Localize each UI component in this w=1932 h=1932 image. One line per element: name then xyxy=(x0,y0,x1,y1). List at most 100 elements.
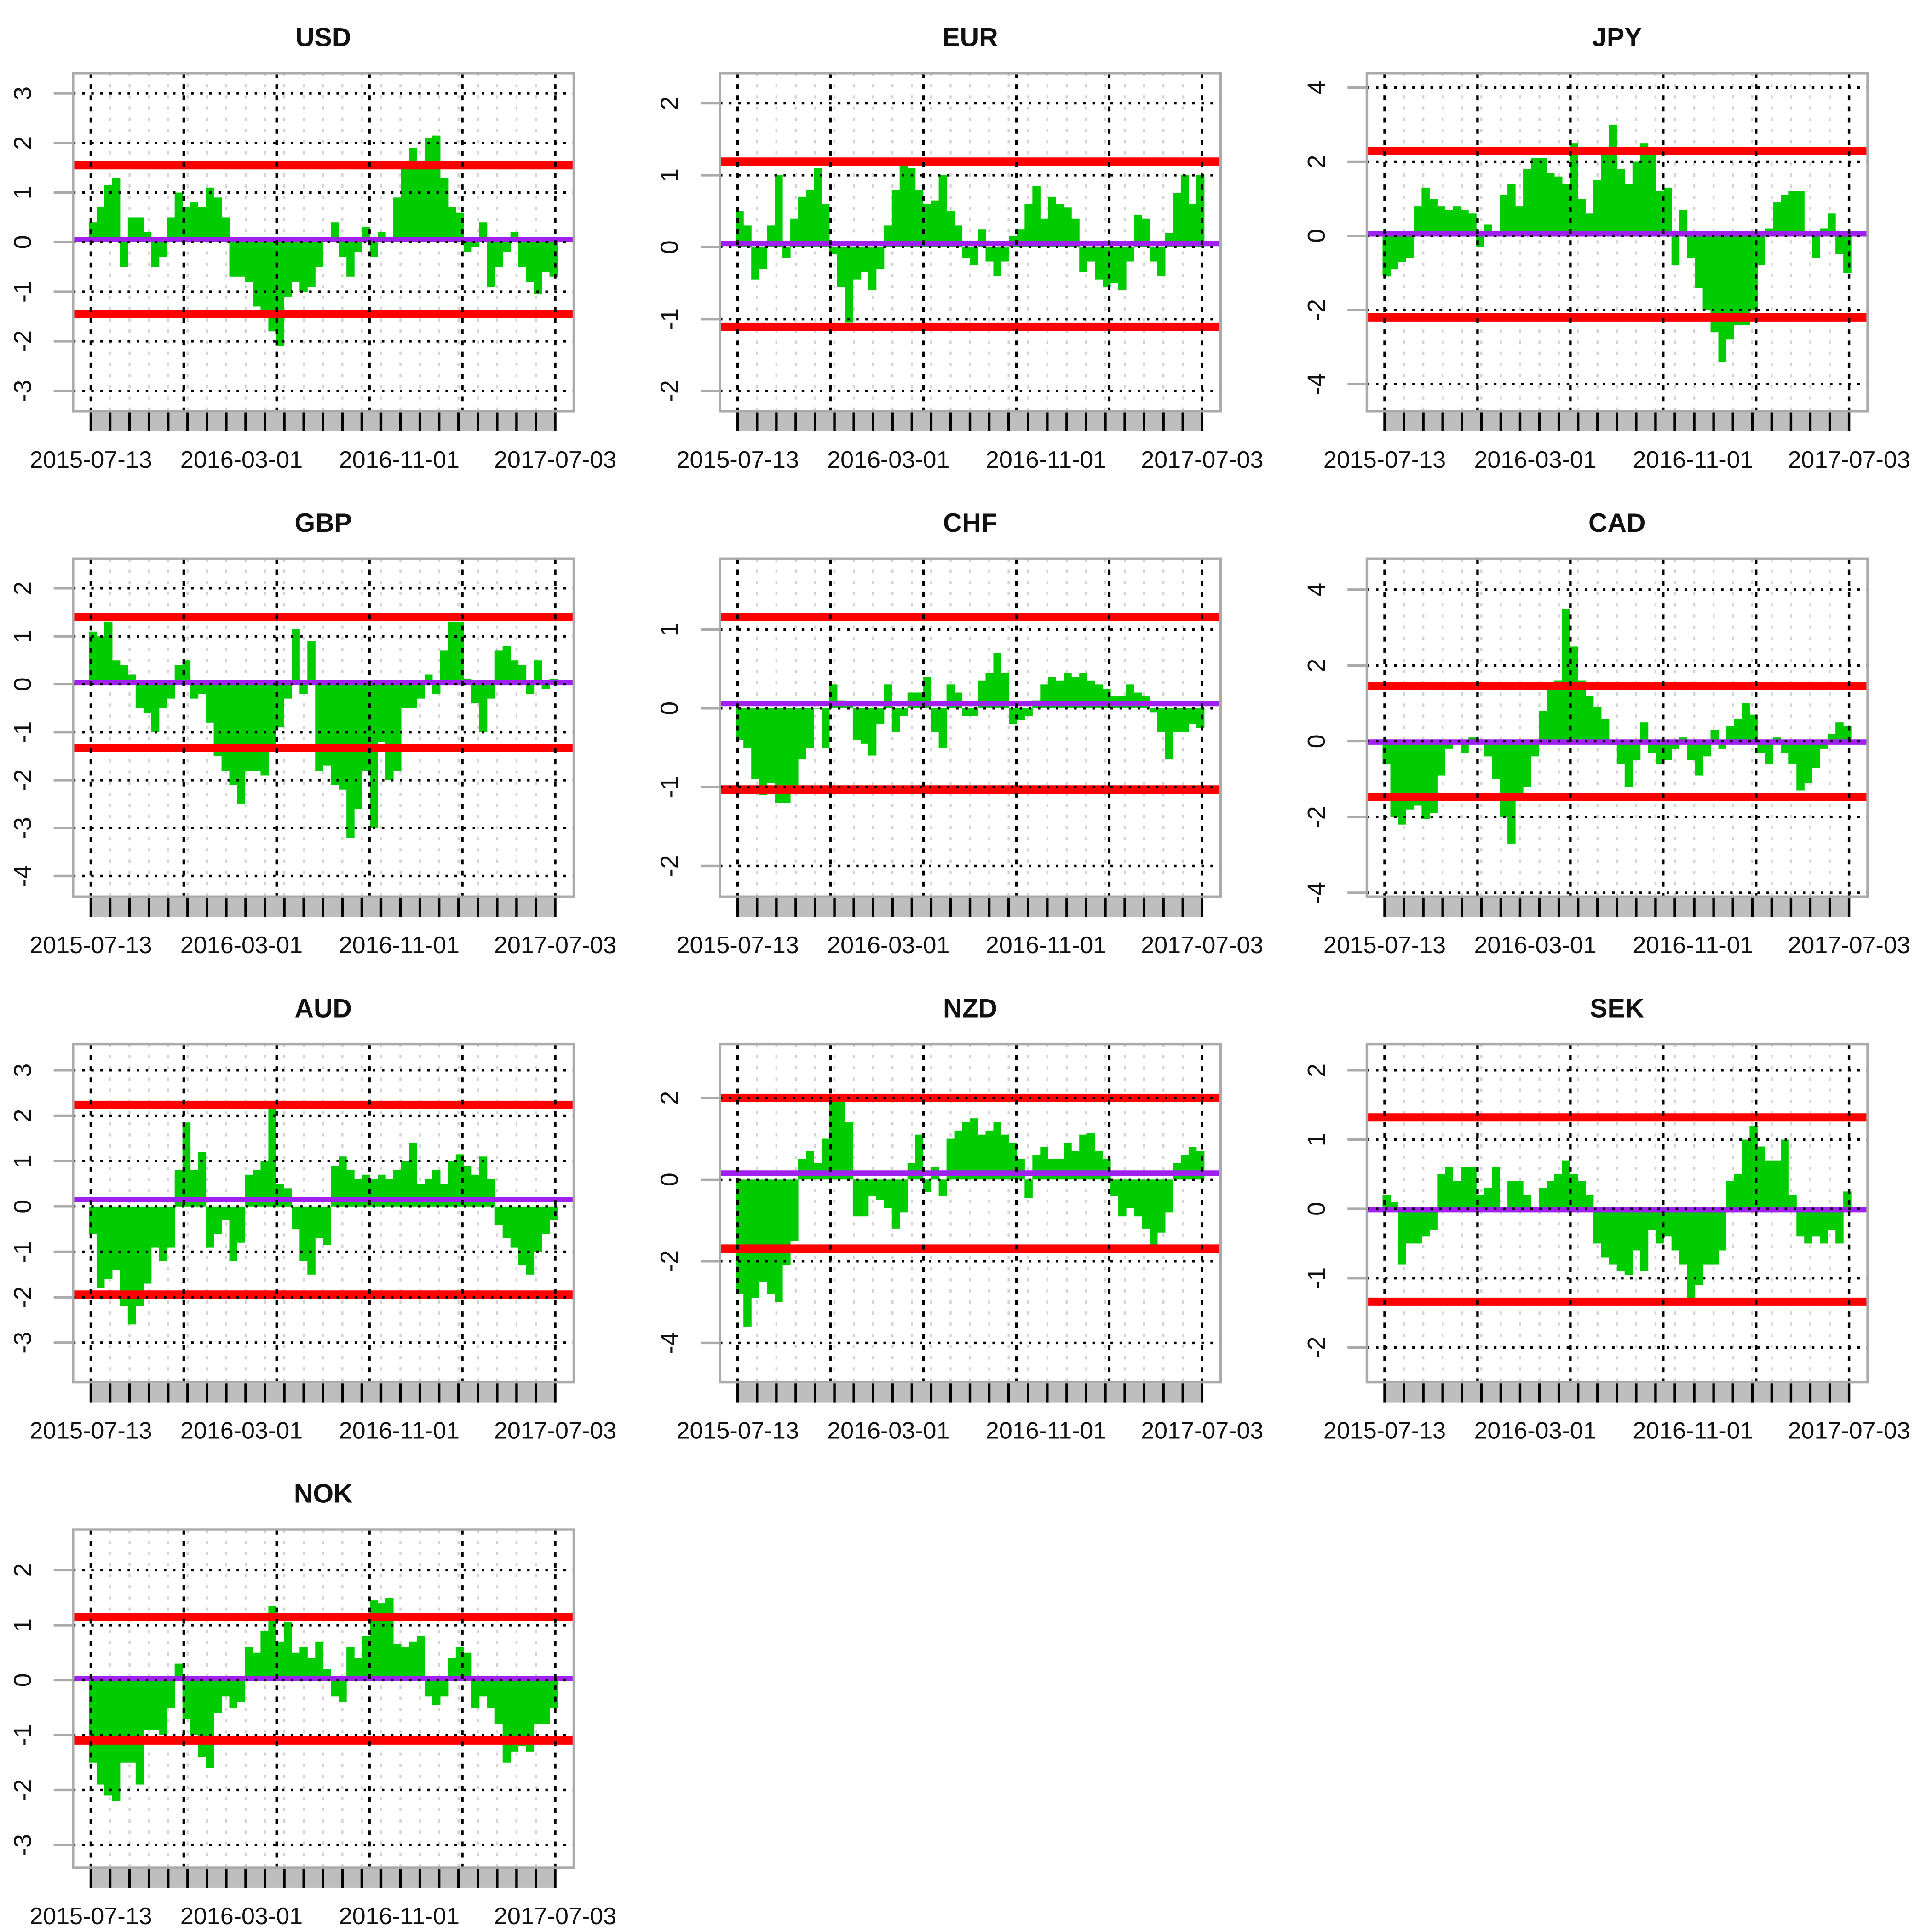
bar xyxy=(487,1179,495,1207)
bar xyxy=(167,1680,175,1708)
plot-frame xyxy=(72,72,575,413)
y-tick-label: -1 xyxy=(9,1724,36,1746)
bar xyxy=(299,684,308,694)
bar xyxy=(876,247,885,269)
bar xyxy=(518,665,527,684)
bar xyxy=(221,1680,230,1697)
bar xyxy=(1398,1209,1406,1265)
bar xyxy=(1547,684,1555,742)
bar xyxy=(876,708,885,724)
bar xyxy=(260,1630,269,1680)
bar xyxy=(401,684,409,708)
bar xyxy=(479,684,488,732)
bar xyxy=(1663,187,1672,236)
bar xyxy=(549,1206,558,1220)
y-tick-label: 4 xyxy=(1303,80,1330,94)
bar xyxy=(424,1680,433,1697)
bar xyxy=(1570,1174,1578,1209)
bar xyxy=(440,1184,448,1207)
bar xyxy=(1453,1181,1461,1209)
bar xyxy=(1523,169,1531,236)
bar xyxy=(502,1206,511,1238)
bar xyxy=(416,1184,425,1207)
bar xyxy=(1554,176,1563,236)
bar xyxy=(534,1206,542,1252)
plot-frame xyxy=(72,1042,575,1384)
bar xyxy=(1180,708,1189,732)
y-tick-label: -2 xyxy=(9,330,36,352)
bar xyxy=(1437,741,1445,776)
bar xyxy=(339,1156,347,1207)
bar xyxy=(782,1179,791,1265)
bar xyxy=(1749,714,1758,742)
bar xyxy=(448,1161,456,1207)
bar xyxy=(104,1206,113,1279)
bar xyxy=(1632,741,1641,760)
bar xyxy=(1406,236,1414,259)
bar xyxy=(487,242,495,287)
bar xyxy=(1547,172,1555,236)
bar xyxy=(213,1680,222,1714)
x-tick-label: 2017-07-03 xyxy=(1788,932,1910,959)
bar xyxy=(1640,722,1649,742)
bar xyxy=(1382,741,1391,764)
bar xyxy=(541,684,550,689)
bar xyxy=(1796,1209,1805,1237)
bar xyxy=(346,684,355,838)
x-tick-label: 2017-07-03 xyxy=(1141,1418,1263,1444)
bar xyxy=(899,161,908,247)
bar xyxy=(339,1680,347,1702)
bar xyxy=(354,1658,362,1680)
bar xyxy=(112,660,121,684)
bar xyxy=(1492,741,1500,779)
bar xyxy=(891,1179,900,1229)
bar xyxy=(408,1641,417,1680)
bar xyxy=(143,684,152,713)
bar xyxy=(440,178,448,242)
bar xyxy=(1609,1209,1617,1265)
bar xyxy=(174,192,183,242)
y-tick-label: 0 xyxy=(9,235,36,249)
bar xyxy=(198,207,207,242)
bar xyxy=(970,708,978,716)
bar xyxy=(1562,1160,1570,1209)
y-tick-label: -3 xyxy=(9,380,36,402)
bar xyxy=(1414,206,1422,236)
bar xyxy=(416,684,425,699)
bar xyxy=(448,207,456,242)
bar xyxy=(479,1680,488,1697)
x-tick-label: 2016-11-01 xyxy=(339,447,460,473)
bar xyxy=(135,684,144,708)
bar xyxy=(1702,741,1711,757)
bar xyxy=(806,708,814,748)
bar xyxy=(1118,1179,1127,1217)
bar xyxy=(993,1122,1001,1180)
bar xyxy=(237,1680,246,1702)
bar xyxy=(1812,741,1820,768)
y-tick-label: -2 xyxy=(656,1250,684,1272)
bar xyxy=(1445,210,1453,236)
bar xyxy=(938,708,947,748)
bar xyxy=(346,1647,355,1680)
bar xyxy=(1157,1179,1166,1233)
y-tick-label: 1 xyxy=(9,186,36,200)
bar xyxy=(1796,741,1805,791)
bar xyxy=(237,1206,246,1243)
bar xyxy=(860,708,869,744)
bar xyxy=(237,242,246,277)
x-tick-label: 2017-07-03 xyxy=(1141,932,1263,959)
bar xyxy=(1710,236,1719,333)
bar xyxy=(759,247,767,269)
y-tick-label: 0 xyxy=(9,1673,36,1687)
bar xyxy=(1382,1195,1391,1209)
panel-title: EUR xyxy=(942,23,998,52)
bar xyxy=(1429,741,1438,813)
bar xyxy=(1742,703,1750,742)
bar xyxy=(339,242,347,257)
bar xyxy=(1539,711,1547,742)
plot-frame xyxy=(1365,557,1869,898)
y-tick-label: -4 xyxy=(1303,373,1330,395)
bar xyxy=(1531,741,1539,757)
bar xyxy=(1632,1209,1641,1251)
y-tick-label: 0 xyxy=(9,1200,36,1213)
